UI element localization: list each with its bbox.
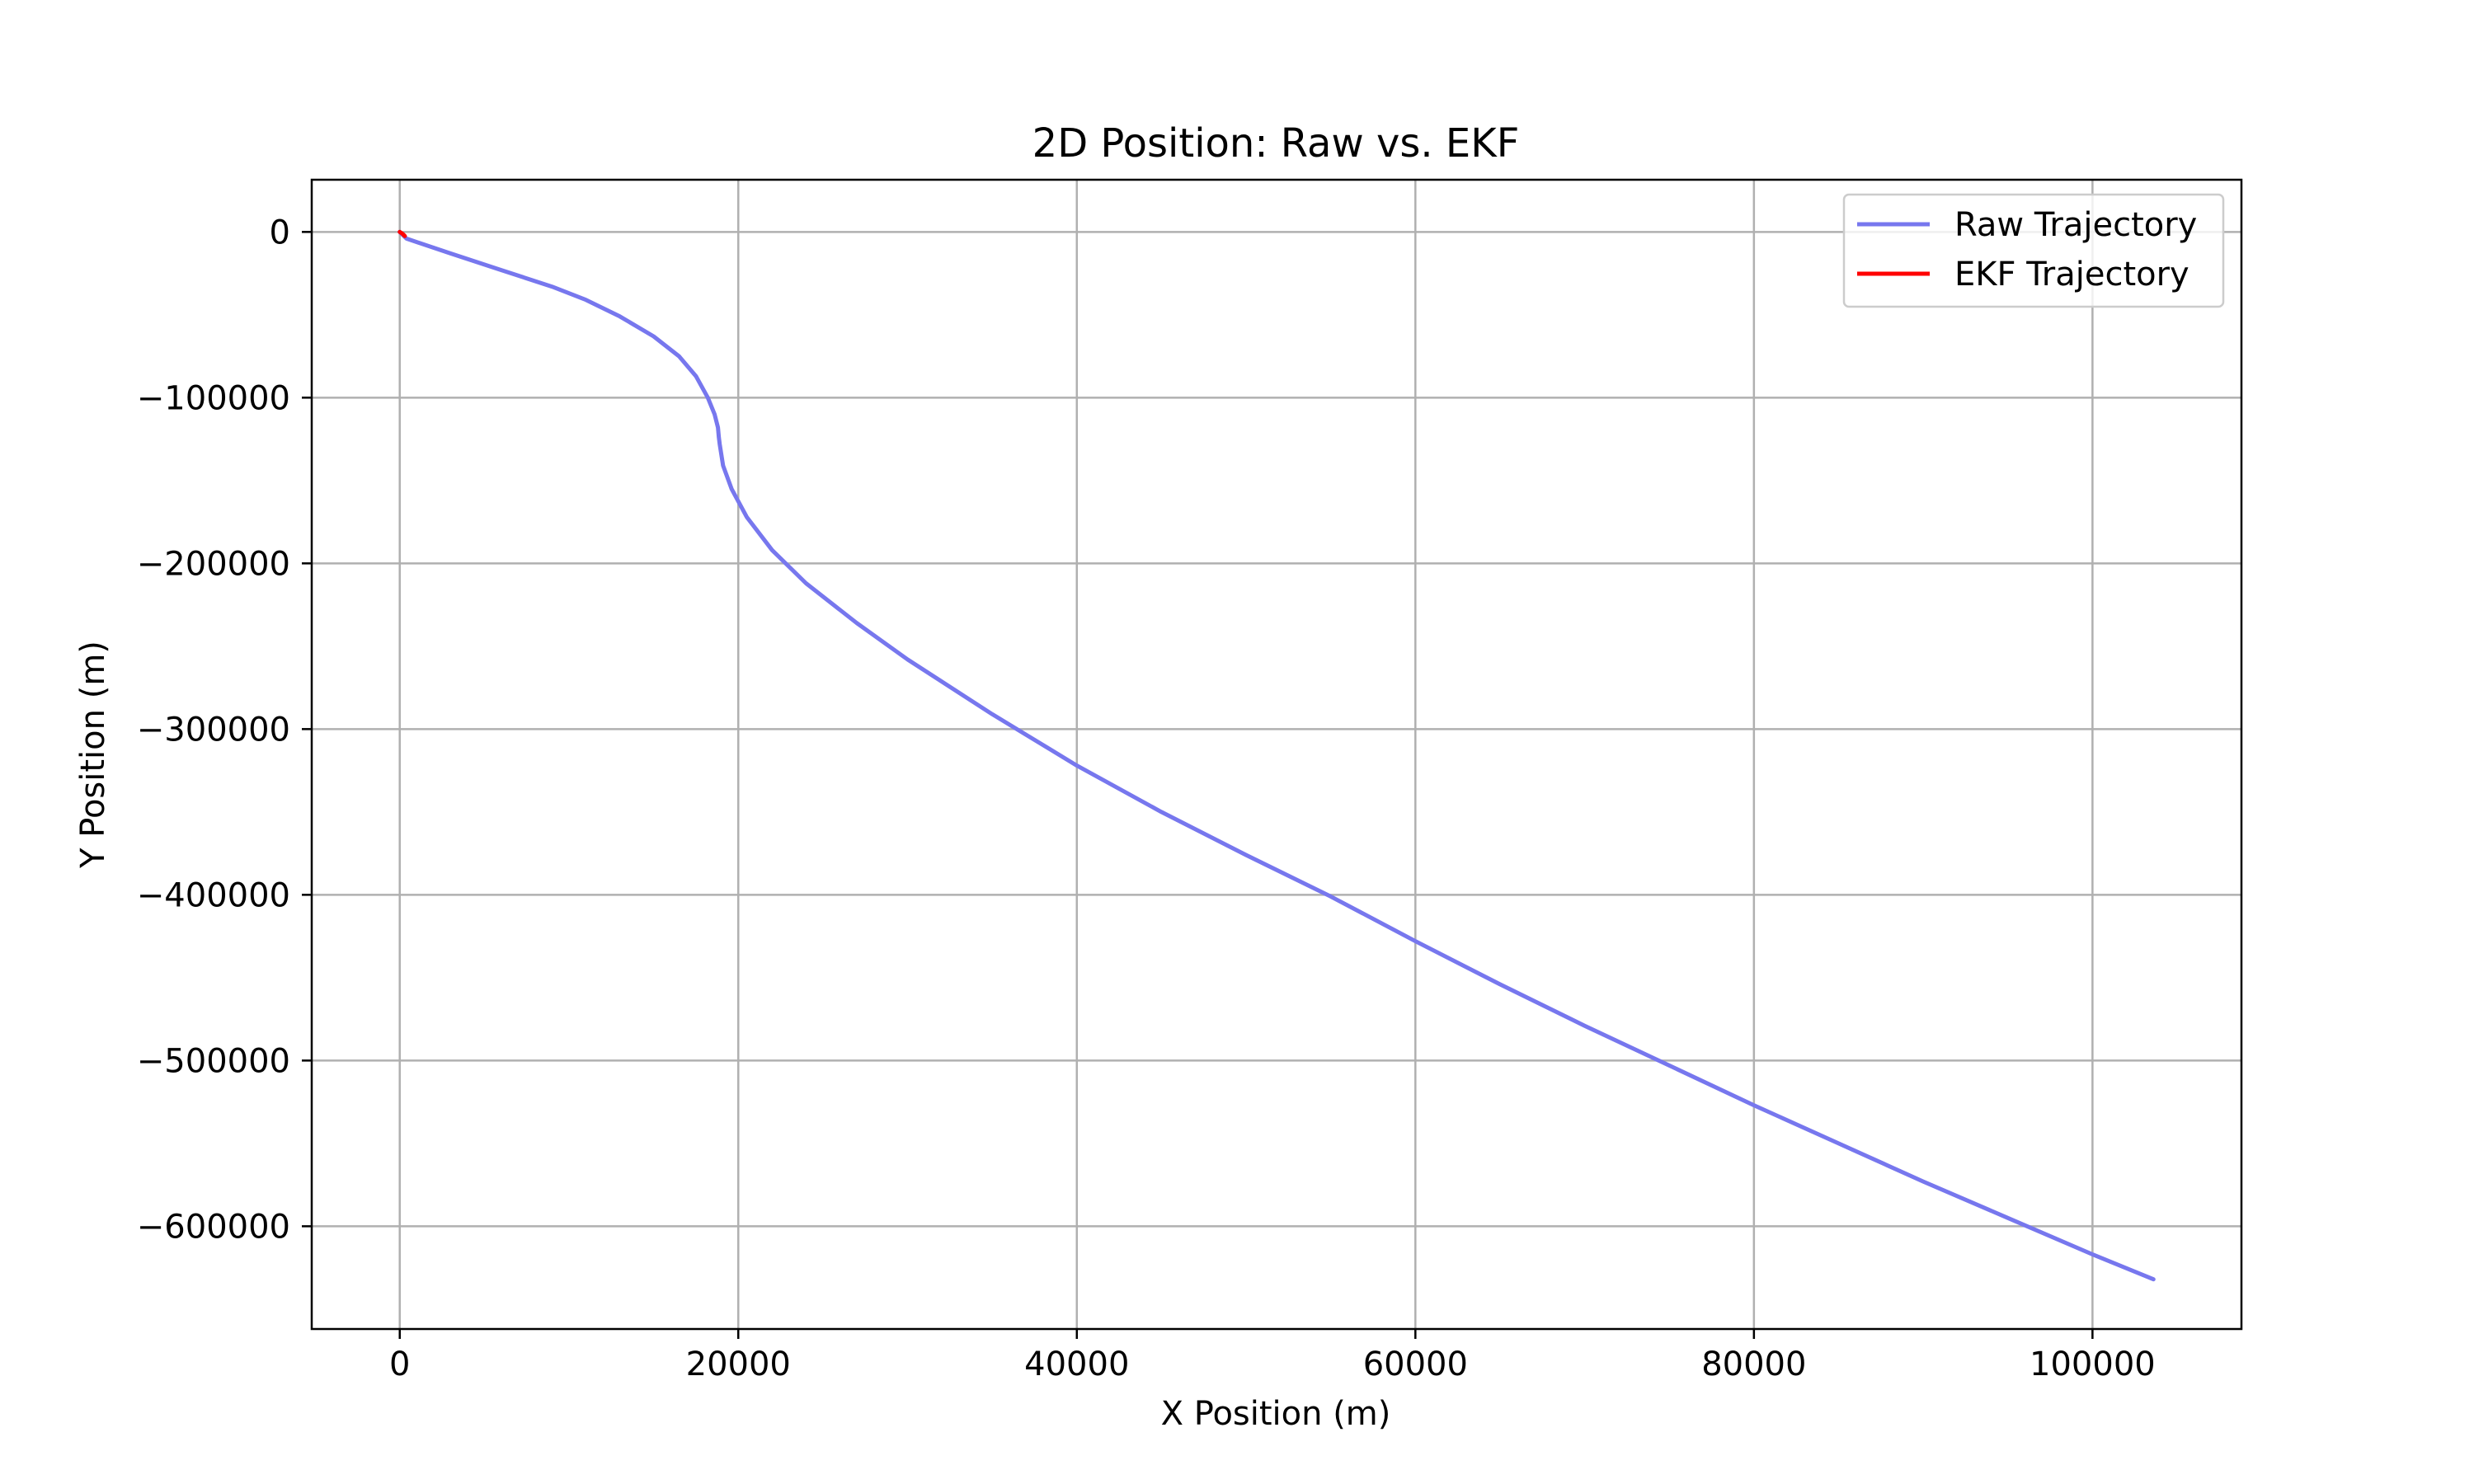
plot-frame <box>310 178 2243 1331</box>
x-axis-ticks: 0 20000 40000 60000 80000 100000 <box>389 1329 2156 1383</box>
y-tick-label: −400000 <box>137 876 290 914</box>
y-tick-label: −300000 <box>137 711 290 749</box>
x-tick-label: 20000 <box>686 1345 791 1383</box>
plot-lines <box>397 229 2156 1282</box>
y-tick-label: 0 <box>270 214 290 251</box>
y-tick-label: −600000 <box>137 1208 290 1246</box>
y-axis-label: Y Position (m) <box>74 641 112 869</box>
x-tick-label: 60000 <box>1363 1345 1468 1383</box>
y-tick-label: −500000 <box>137 1042 290 1080</box>
y-axis-ticks: 0 −100000 −200000 −300000 −400000 −500000 −600… <box>137 214 312 1246</box>
x-axis-label: X Position (m) <box>1161 1395 1391 1433</box>
ekf-trajectory-line <box>397 229 407 238</box>
legend-ekf-trajectory-label: EKF Trajectory <box>1954 256 2189 294</box>
legend: Raw Trajectory EKF Trajectory <box>1842 193 2225 308</box>
legend-raw-trajectory-label: Raw Trajectory <box>1954 206 2197 244</box>
x-tick-label: 80000 <box>1701 1345 1806 1383</box>
x-tick-label: 40000 <box>1024 1345 1129 1383</box>
legend-frame <box>1842 193 2225 308</box>
x-tick-label: 0 <box>389 1345 410 1383</box>
y-tick-label: −100000 <box>137 379 290 417</box>
y-tick-label: −200000 <box>137 545 290 583</box>
chart-title: 2D Position: Raw vs. EKF <box>1032 120 1520 167</box>
raw-trajectory-line <box>397 229 2156 1282</box>
x-tick-label: 100000 <box>2030 1345 2156 1383</box>
